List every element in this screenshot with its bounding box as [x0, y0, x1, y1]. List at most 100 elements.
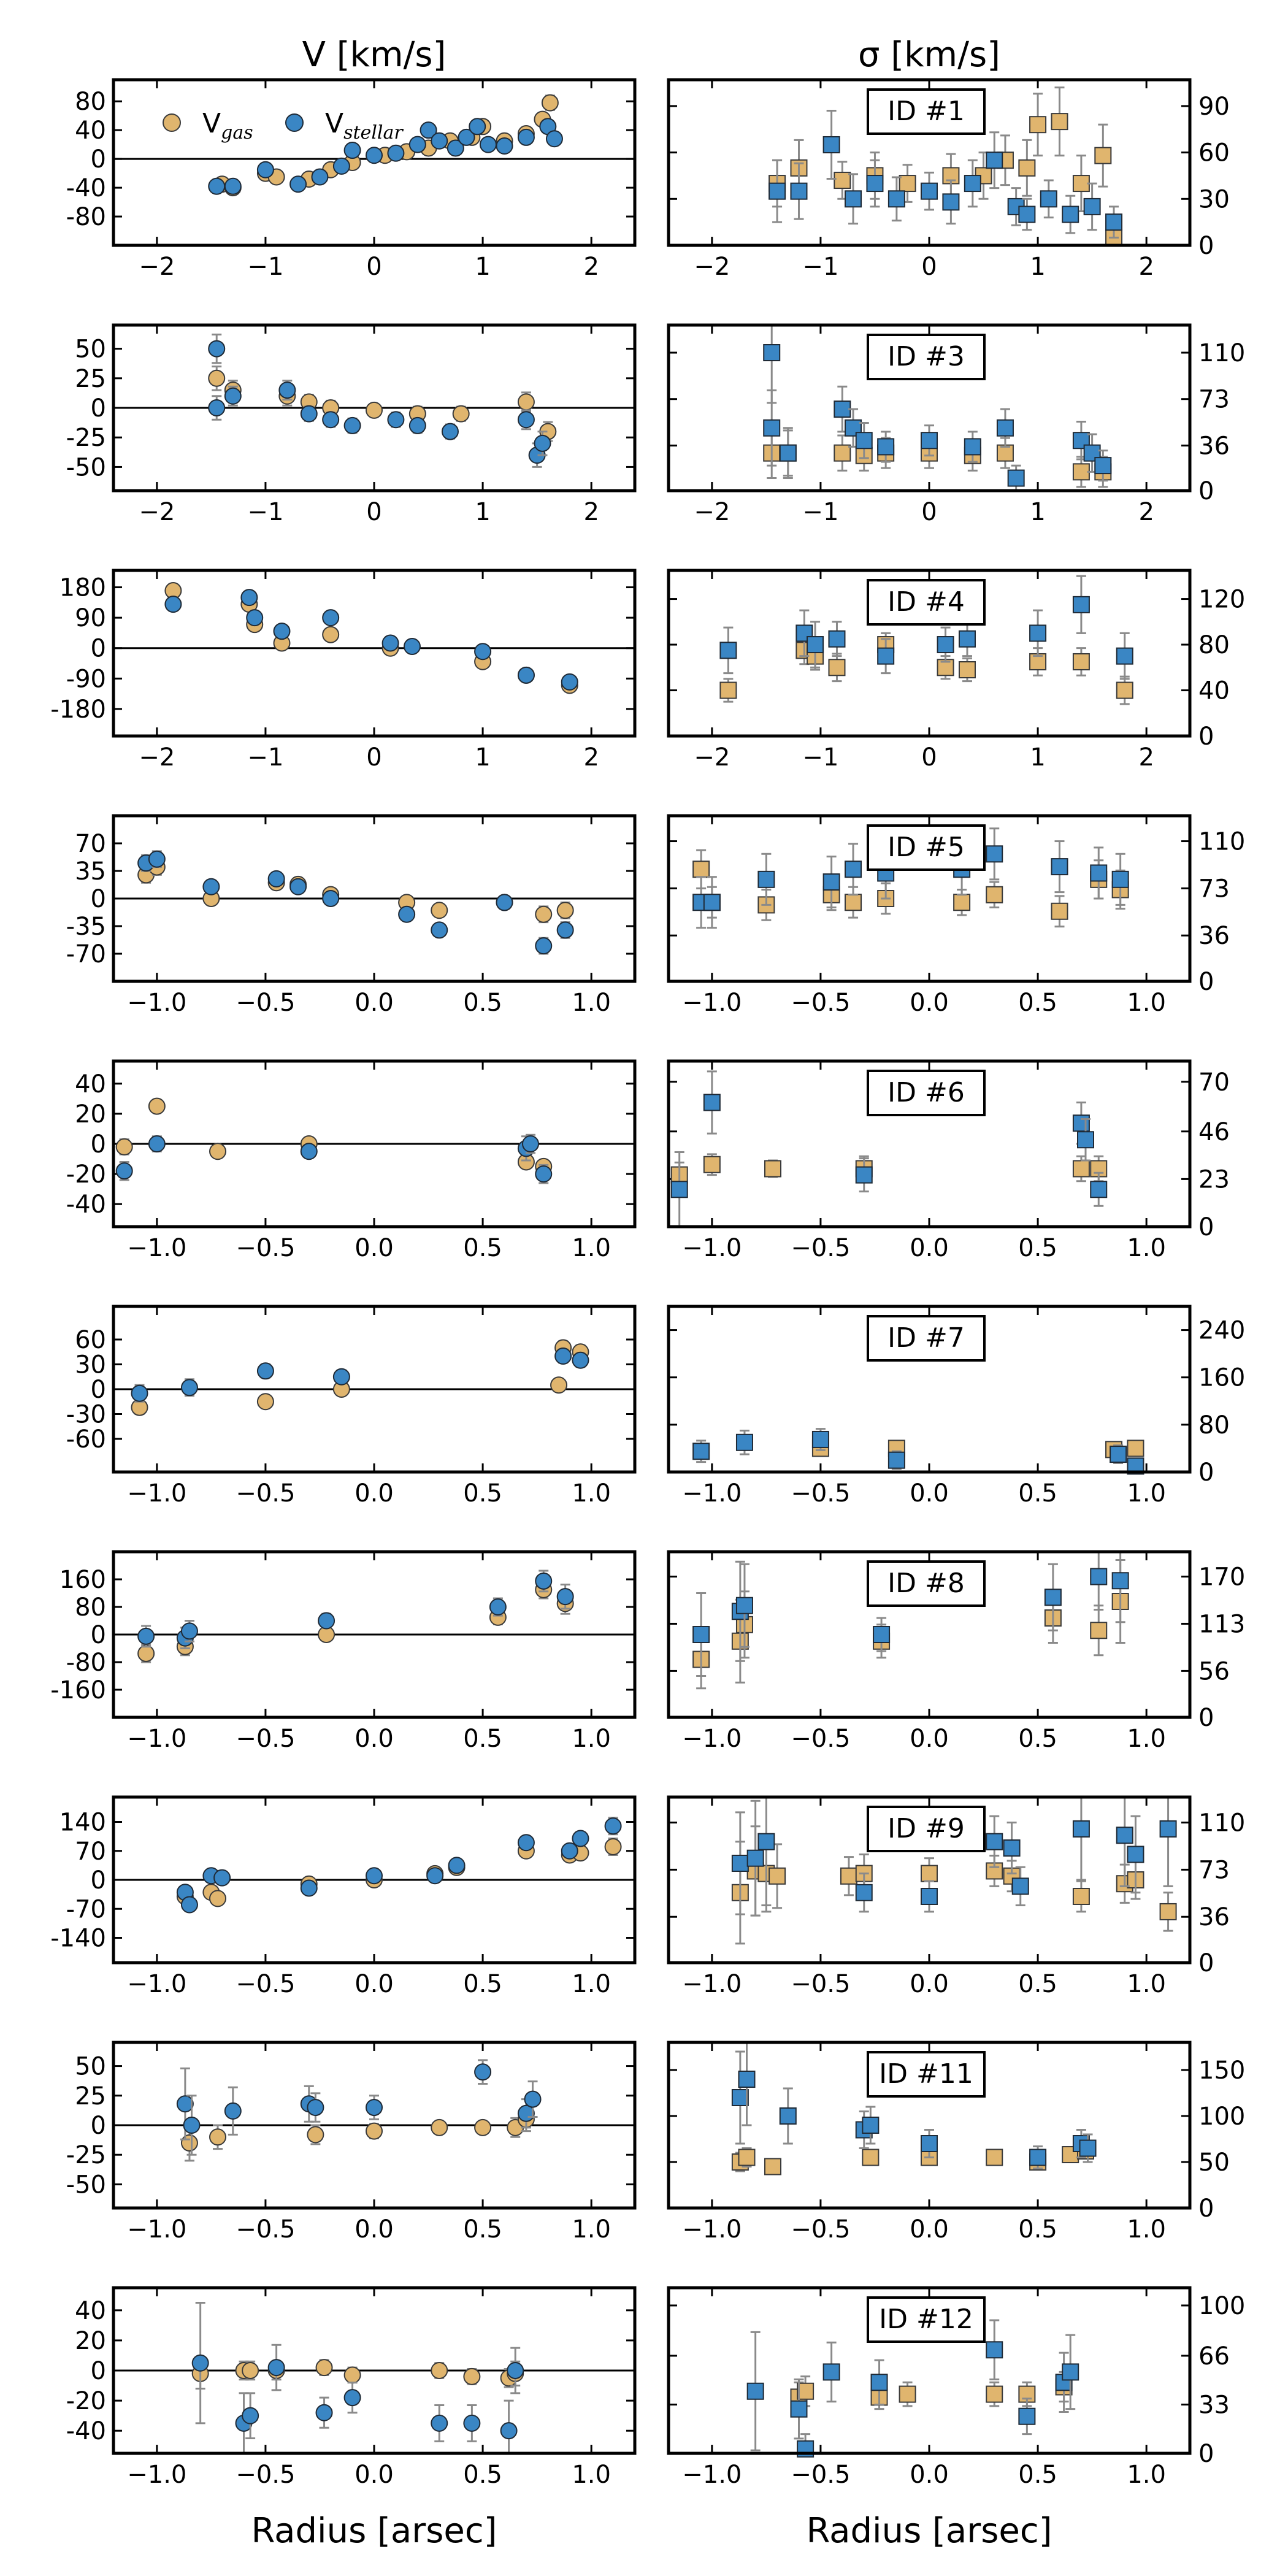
id-label: ID #5: [887, 832, 965, 863]
x-tick-label: −0.5: [236, 2215, 295, 2244]
stellar-point: [1090, 1181, 1108, 1198]
y-tick-label: 40: [75, 117, 106, 145]
stellar-point: [115, 1162, 133, 1180]
gas-point: [148, 1097, 166, 1115]
gas-point: [452, 405, 470, 423]
gas-point: [209, 1890, 226, 1907]
stellar-point: [180, 1896, 198, 1914]
y-tick-label: 0: [91, 1621, 106, 1649]
y-tick-label: 110: [1198, 339, 1245, 367]
y-tick-label: -80: [66, 1649, 106, 1677]
stellar-point: [148, 1135, 166, 1152]
id-label: ID #4: [887, 586, 965, 618]
stellar-point: [1029, 2149, 1047, 2166]
y-tick-label: 110: [1198, 1809, 1245, 1838]
x-tick-label: 0.0: [355, 1479, 394, 1508]
gas-point: [1051, 113, 1068, 131]
id-label-box: [867, 2051, 986, 2098]
x-tick-label: −1.0: [127, 2461, 186, 2489]
gas-point: [1159, 1903, 1177, 1920]
y-tick-label: 0: [91, 1130, 106, 1159]
x-tick-label: 2: [1138, 743, 1154, 772]
stellar-point: [703, 894, 721, 911]
stellar-point: [289, 878, 307, 895]
stellar-point: [942, 193, 960, 211]
stellar-point: [224, 177, 242, 195]
x-tick-label: 0.0: [910, 1970, 949, 1998]
stellar-point: [278, 381, 296, 399]
stellar-point: [366, 147, 383, 164]
y-tick-label: 73: [1198, 386, 1230, 414]
gas-point: [953, 894, 971, 911]
stellar-point: [311, 168, 329, 186]
stellar-point: [535, 937, 553, 955]
stellar-point: [403, 637, 421, 655]
legend-stellar-label: Vstellar: [325, 108, 404, 144]
y-tick-label: 160: [59, 1566, 106, 1594]
stellar-point: [535, 1572, 553, 1590]
y-tick-label: 0: [91, 885, 106, 913]
x-tick-label: 0: [366, 743, 381, 772]
stellar-point: [735, 1433, 753, 1451]
x-tick-label: −1.0: [127, 2215, 186, 2244]
stellar-point: [779, 2107, 797, 2125]
x-tick-label: −0.5: [236, 1234, 295, 1262]
stellar-point: [996, 419, 1014, 437]
x-tick-label: −2: [139, 253, 175, 281]
y-tick-label: 60: [75, 1326, 106, 1354]
stellar-point: [1116, 1827, 1133, 1844]
gas-point: [1072, 1888, 1090, 1905]
stellar-point: [213, 1869, 231, 1887]
x-tick-label: 1.0: [572, 2215, 611, 2244]
stellar-point: [1072, 432, 1090, 450]
stellar-point: [746, 1849, 764, 1867]
stellar-point: [366, 2099, 383, 2117]
stellar-point: [1111, 870, 1129, 888]
y-tick-label: 180: [59, 574, 106, 602]
gas-point: [556, 902, 574, 919]
stellar-point: [834, 401, 851, 418]
gas-point: [840, 1867, 857, 1885]
y-tick-label: 90: [1198, 93, 1230, 121]
axes-frame: [667, 2286, 1192, 2455]
gas-point: [209, 2128, 226, 2146]
stellar-point: [431, 132, 448, 150]
stellar-point: [1072, 596, 1090, 613]
stellar-point: [845, 861, 862, 878]
gas-point: [921, 1865, 938, 1882]
y-tick-label: 0: [91, 394, 106, 423]
stellar-point: [408, 416, 426, 434]
dispersion-panel: −2 −1 0 1 2 110 73 36 0 ID #3: [667, 323, 1245, 526]
y-tick-label: 60: [1198, 139, 1230, 167]
gas-point: [1072, 463, 1090, 481]
y-tick-label: 90: [75, 604, 106, 632]
x-tick-label: −0.5: [791, 1725, 850, 1753]
stellar-point: [176, 2095, 194, 2113]
y-tick-label: -70: [66, 1895, 106, 1923]
stellar-point: [256, 1362, 274, 1380]
y-tick-label: -80: [66, 203, 106, 231]
stellar-point: [148, 850, 166, 868]
stellar-point: [545, 130, 563, 148]
stellar-point: [496, 894, 513, 911]
y-tick-label: 50: [75, 335, 106, 364]
stellar-point: [524, 2090, 542, 2108]
x-tick-label: 1.0: [1127, 2215, 1166, 2244]
x-tick-label: −1: [802, 743, 838, 772]
stellar-point: [208, 399, 226, 416]
x-tick-label: −0.5: [236, 989, 295, 1017]
stellar-point: [535, 1165, 553, 1183]
gas-point: [1051, 902, 1068, 920]
y-tick-label: 25: [75, 365, 106, 393]
gas-point: [463, 2367, 481, 2385]
y-tick-label: 240: [1198, 1317, 1245, 1345]
stellar-point: [202, 878, 220, 895]
y-tick-label: 0: [1198, 1459, 1214, 1487]
y-tick-label: 30: [75, 1351, 106, 1379]
y-tick-label: 170: [1198, 1563, 1245, 1592]
stellar-point: [180, 1379, 198, 1397]
